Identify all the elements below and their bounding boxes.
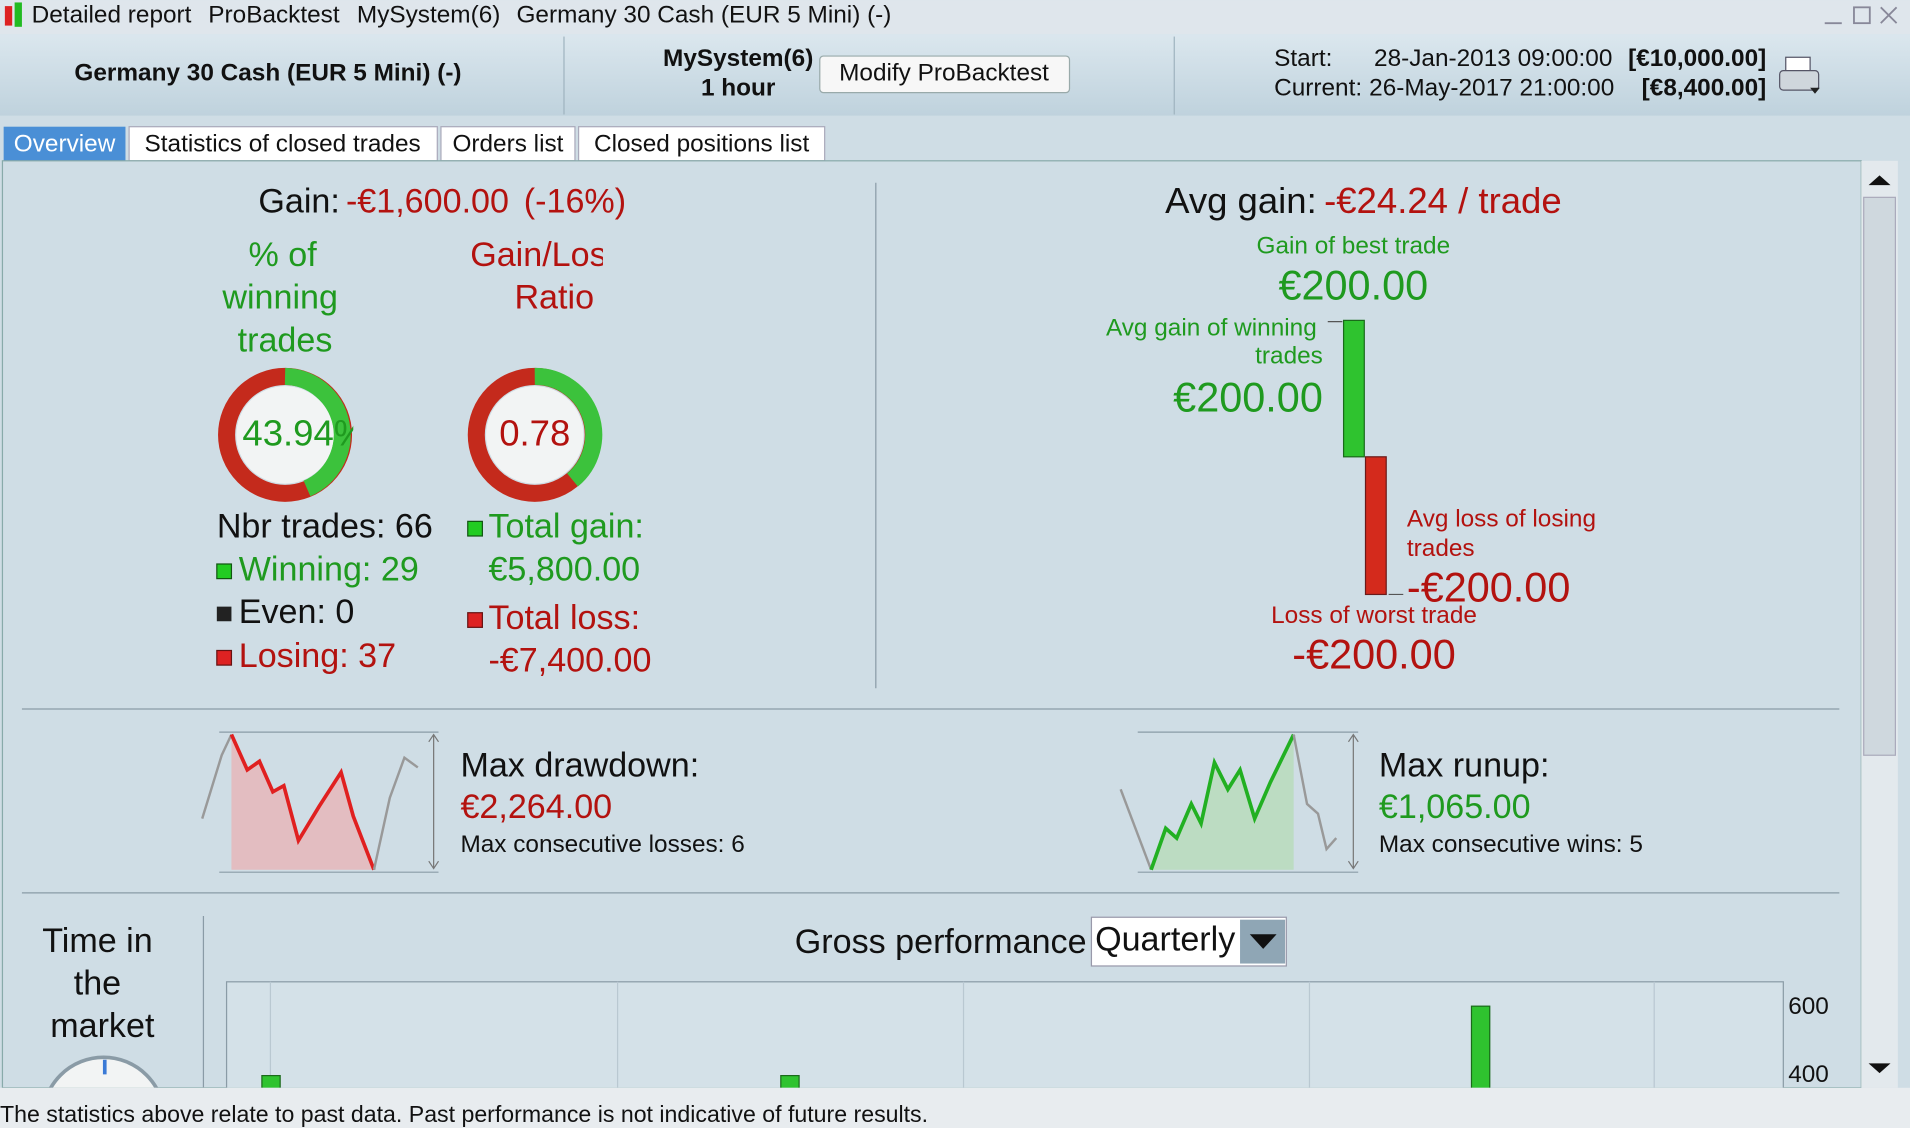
close[interactable] (1880, 6, 1898, 24)
avg-gain-label: Avg gain: (1165, 180, 1317, 221)
ratio: 0.78 (499, 413, 570, 454)
winning: Winning: 29 (239, 550, 419, 588)
ratio-title: Gain/Loss (470, 236, 624, 274)
best-trade: €200.00 (1278, 263, 1428, 309)
runup-sparkline (1119, 731, 1359, 873)
drawdown: €2,264.00 (460, 788, 612, 826)
title-item: Detailed report (32, 1, 192, 28)
period: Quarterly (1095, 921, 1235, 959)
modify-button[interactable] (819, 55, 1071, 94)
even: Even: 0 (239, 593, 355, 631)
app-icon (4, 6, 13, 26)
title-bar (0, 0, 1910, 35)
winning-title: winning (221, 279, 338, 317)
avg-loss: -€200.00 (1407, 565, 1570, 611)
total-loss: -€7,400.00 (488, 642, 651, 680)
winning-title: % of (248, 236, 317, 274)
tab-label: Orders list (452, 130, 563, 157)
runup: €1,065.00 (1379, 788, 1531, 826)
tab-label: Statistics of closed trades (145, 130, 421, 157)
start-capital: [€10,000.00] (1628, 45, 1766, 72)
title-item: MySystem(6) (357, 1, 500, 28)
drawdown-label: Max drawdown: (460, 746, 699, 784)
time-in-market: the (74, 964, 121, 1002)
best-trade-label: Gain of best trade (1257, 233, 1451, 260)
performance-plot (225, 981, 1784, 1088)
timeframe: 1 hour (701, 74, 776, 101)
disclaimer: The statistics above relate to past data… (0, 1101, 928, 1127)
ratio-title: Ratio (514, 279, 594, 317)
content (1, 160, 1862, 1089)
avg-loss-label: Avg loss of losing (1407, 506, 1596, 533)
gain-pct: (-16%) (524, 182, 626, 220)
drawdown-sparkline (201, 731, 440, 873)
worst-trade-label: Loss of worst trade (1271, 602, 1477, 629)
winning-title: trades (238, 321, 333, 359)
gain-value: -€1,600.00 (346, 182, 509, 220)
start-date: 28-Jan-2013 09:00:00 (1374, 45, 1612, 72)
scroll-thumb[interactable] (1863, 196, 1896, 756)
gain-bar (1342, 319, 1365, 458)
instrument: Germany 30 Cash (EUR 5 Mini) (-) (74, 60, 461, 87)
title-item: Germany 30 Cash (EUR 5 Mini) (-) (516, 1, 891, 28)
bar (1470, 1005, 1491, 1088)
ratio-donut (467, 367, 603, 502)
time-in-market: market (50, 1007, 155, 1045)
gross-performance: Gross performance (795, 923, 1087, 961)
current-label: Current: (1274, 74, 1362, 101)
total-gain: €5,800.00 (488, 550, 640, 588)
consecutive-wins: Max consecutive wins: 5 (1379, 831, 1643, 858)
title-item: ProBacktest (208, 1, 340, 28)
time-in-market: Time in (42, 922, 153, 960)
current-capital: [€8,400.00] (1642, 74, 1767, 101)
system: MySystem(6) (663, 45, 813, 72)
tab-label: Overview (14, 130, 116, 157)
worst-trade: -€200.00 (1292, 632, 1455, 678)
consecutive-losses: Max consecutive losses: 6 (460, 831, 744, 858)
loss-bar (1364, 456, 1387, 596)
tab[interactable] (440, 126, 576, 162)
winning-donut (218, 367, 353, 502)
print-icon[interactable] (1779, 56, 1820, 94)
app-icon (14, 2, 22, 27)
total-gain-label: Total gain: (488, 508, 643, 546)
button-label: Modify ProBacktest (839, 60, 1049, 87)
avg-win-label: Avg gain of winning (1106, 314, 1317, 341)
footer (0, 1087, 1910, 1128)
tab[interactable] (128, 126, 438, 162)
tab[interactable] (577, 126, 826, 162)
bar (780, 1074, 800, 1088)
start-label: Start: (1274, 45, 1332, 72)
maximize[interactable] (1853, 6, 1871, 25)
tab-label: Closed positions list (594, 130, 810, 157)
current-date: 26-May-2017 21:00:00 (1369, 74, 1614, 101)
total-loss-label: Total loss: (488, 599, 640, 637)
y-tick-label: 400 (1788, 1061, 1829, 1088)
avg-loss-label: trades (1407, 535, 1475, 562)
bar (261, 1074, 281, 1088)
winning-pct: 43.94% (242, 413, 366, 454)
avg-gain: -€24.24 / trade (1324, 180, 1562, 221)
losing: Losing: 37 (239, 637, 396, 675)
runup-label: Max runup: (1379, 746, 1550, 784)
nbr-trades: Nbr trades: 66 (217, 508, 433, 546)
avg-win-label: trades (1255, 342, 1323, 369)
tab-active[interactable] (3, 126, 126, 161)
gain-label: Gain: (258, 182, 340, 220)
avg-win: €200.00 (1173, 375, 1323, 421)
y-tick-label: 600 (1788, 993, 1829, 1020)
